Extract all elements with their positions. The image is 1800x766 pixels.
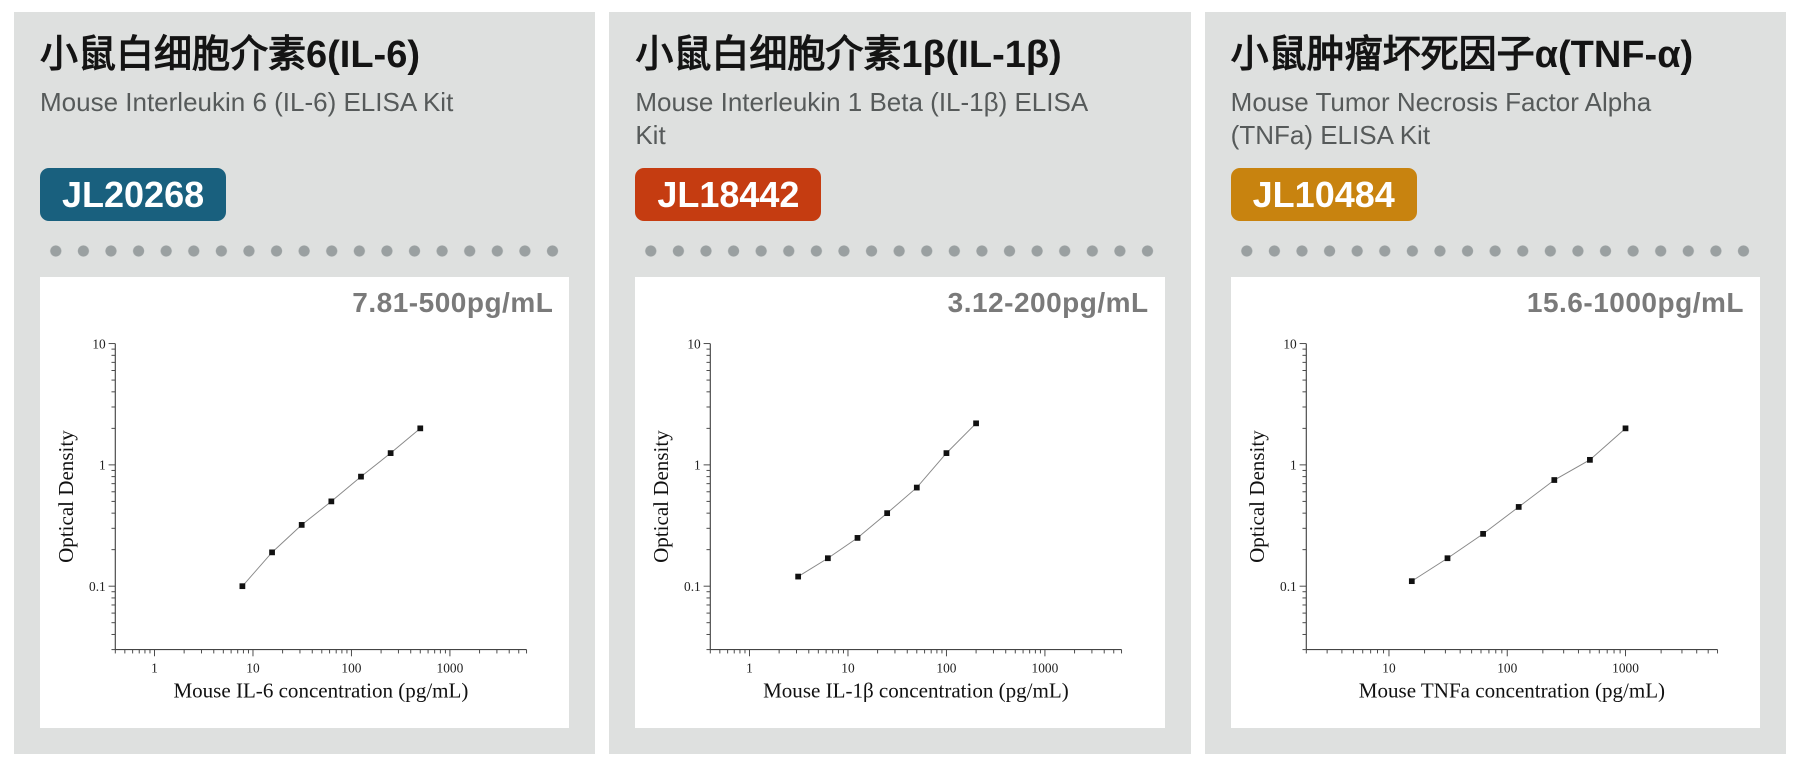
svg-text:100: 100 bbox=[937, 661, 957, 676]
svg-text:Mouse TNFa concentration (pg/m: Mouse TNFa concentration (pg/mL) bbox=[1358, 679, 1664, 703]
svg-text:Mouse IL-6 concentration (pg/m: Mouse IL-6 concentration (pg/mL) bbox=[173, 679, 468, 703]
svg-text:1: 1 bbox=[1290, 458, 1297, 473]
svg-text:10: 10 bbox=[688, 336, 702, 351]
svg-text:1000: 1000 bbox=[437, 661, 464, 676]
detection-range-label: 3.12-200pg/mL bbox=[947, 287, 1149, 319]
product-title-zh: 小鼠白细胞介素6(IL-6) bbox=[40, 34, 421, 76]
product-title-en: Mouse Tumor Necrosis Factor Alpha (TNFa)… bbox=[1230, 86, 1652, 151]
standard-curve-chart: 10 100 1000 0.1 1 10 Mouse TNFa concentration … bbox=[1247, 336, 1718, 703]
standard-curve-chart: 1 10 100 1000 0.1 1 10 Mouse IL-6 concentration… bbox=[56, 336, 528, 703]
svg-text:10: 10 bbox=[1283, 336, 1297, 351]
product-card-tnfa: 小鼠肿瘤坏死因子α(TNF-α) Mouse Tumor Necrosis Fa… bbox=[1204, 12, 1786, 754]
svg-text:100: 100 bbox=[341, 661, 361, 676]
catalog-badge: JL20268 bbox=[40, 167, 227, 222]
product-title-en: Mouse Interleukin 1 Beta (IL-1β) ELISA K… bbox=[635, 86, 1087, 151]
svg-text:1000: 1000 bbox=[1612, 661, 1639, 676]
detection-range-label: 7.81-500pg/mL bbox=[352, 287, 554, 319]
svg-text:1000: 1000 bbox=[1032, 661, 1059, 676]
svg-text:10: 10 bbox=[246, 661, 260, 676]
svg-text:1: 1 bbox=[694, 458, 701, 473]
svg-text:10: 10 bbox=[842, 661, 856, 676]
standard-curve-panel: 3.12-200pg/mL 1 10 100 1000 0.1 1 10 Mouse IL-1… bbox=[635, 277, 1165, 728]
dotted-separator bbox=[635, 245, 1165, 258]
product-card-il6: 小鼠白细胞介素6(IL-6) Mouse Interleukin 6 (IL-6… bbox=[14, 12, 596, 754]
dotted-separator bbox=[40, 245, 570, 258]
detection-range-label: 15.6-1000pg/mL bbox=[1526, 287, 1744, 319]
svg-text:Optical Density: Optical Density bbox=[1247, 430, 1269, 563]
svg-text:1: 1 bbox=[746, 661, 753, 676]
svg-text:10: 10 bbox=[92, 336, 106, 351]
svg-text:Optical Density: Optical Density bbox=[651, 430, 673, 563]
standard-curve-chart: 1 10 100 1000 0.1 1 10 Mouse IL-1β concentratio… bbox=[651, 336, 1123, 703]
svg-text:100: 100 bbox=[1497, 661, 1517, 676]
svg-text:10: 10 bbox=[1382, 661, 1396, 676]
product-title-zh: 小鼠白细胞介素1β(IL-1β) bbox=[635, 34, 1062, 76]
product-title-en: Mouse Interleukin 6 (IL-6) ELISA Kit bbox=[40, 86, 454, 117]
svg-text:1: 1 bbox=[99, 458, 106, 473]
svg-text:Optical Density: Optical Density bbox=[56, 430, 78, 563]
svg-text:0.1: 0.1 bbox=[684, 579, 701, 594]
svg-text:1: 1 bbox=[151, 661, 158, 676]
product-card-il1b: 小鼠白细胞介素1β(IL-1β) Mouse Interleukin 1 Bet… bbox=[609, 12, 1191, 754]
standard-curve-panel: 7.81-500pg/mL 1 10 100 1000 0.1 1 10 Mouse IL-6… bbox=[40, 277, 570, 728]
product-title-zh: 小鼠肿瘤坏死因子α(TNF-α) bbox=[1230, 34, 1694, 76]
svg-text:0.1: 0.1 bbox=[1280, 579, 1297, 594]
standard-curve-panel: 15.6-1000pg/mL 10 100 1000 0.1 1 10 Mouse TNFa… bbox=[1230, 277, 1760, 728]
catalog-badge: JL10484 bbox=[1230, 167, 1417, 222]
catalog-badge: JL18442 bbox=[635, 167, 822, 222]
dotted-separator bbox=[1230, 245, 1760, 258]
svg-text:Mouse IL-1β concentration (pg/: Mouse IL-1β concentration (pg/mL) bbox=[763, 679, 1069, 703]
svg-text:0.1: 0.1 bbox=[89, 579, 106, 594]
